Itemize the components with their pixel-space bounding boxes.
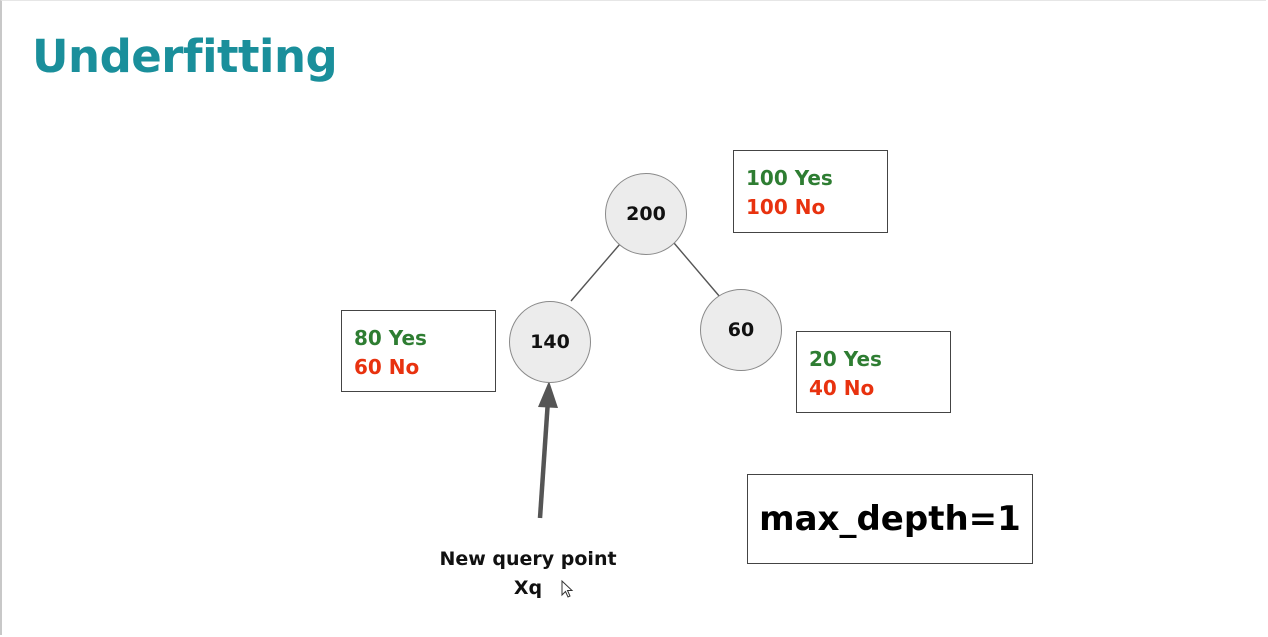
root-counts-box: 100 Yes 100 No <box>733 150 888 233</box>
left-yes-count: 80 Yes <box>354 326 427 350</box>
root-node-value: 200 <box>626 203 666 225</box>
max-depth-label: max_depth=1 <box>759 499 1021 539</box>
max-depth-box: max_depth=1 <box>747 474 1033 564</box>
query-point-line1: New query point <box>439 548 617 570</box>
query-arrow-head <box>538 381 558 408</box>
edge-root-left <box>570 243 621 302</box>
root-yes-count: 100 Yes <box>746 166 833 190</box>
root-node: 200 <box>605 173 687 255</box>
left-no-count: 60 No <box>354 355 420 379</box>
left-node-value: 140 <box>530 331 570 353</box>
right-yes-count: 20 Yes <box>809 347 882 371</box>
right-counts-box: 20 Yes 40 No <box>796 331 951 413</box>
right-no-count: 40 No <box>809 376 875 400</box>
query-point-label: New query point Xq <box>420 545 636 603</box>
slide-title: Underfitting <box>32 30 338 83</box>
mouse-cursor-icon <box>561 579 574 598</box>
query-arrow-shaft <box>537 399 551 519</box>
right-node-value: 60 <box>727 319 755 341</box>
root-no-count: 100 No <box>746 195 826 219</box>
left-node: 140 <box>509 301 591 383</box>
edge-root-right <box>673 242 721 298</box>
left-counts-box: 80 Yes 60 No <box>341 310 496 392</box>
query-point-line2: Xq <box>513 577 543 599</box>
right-node: 60 <box>700 289 782 371</box>
